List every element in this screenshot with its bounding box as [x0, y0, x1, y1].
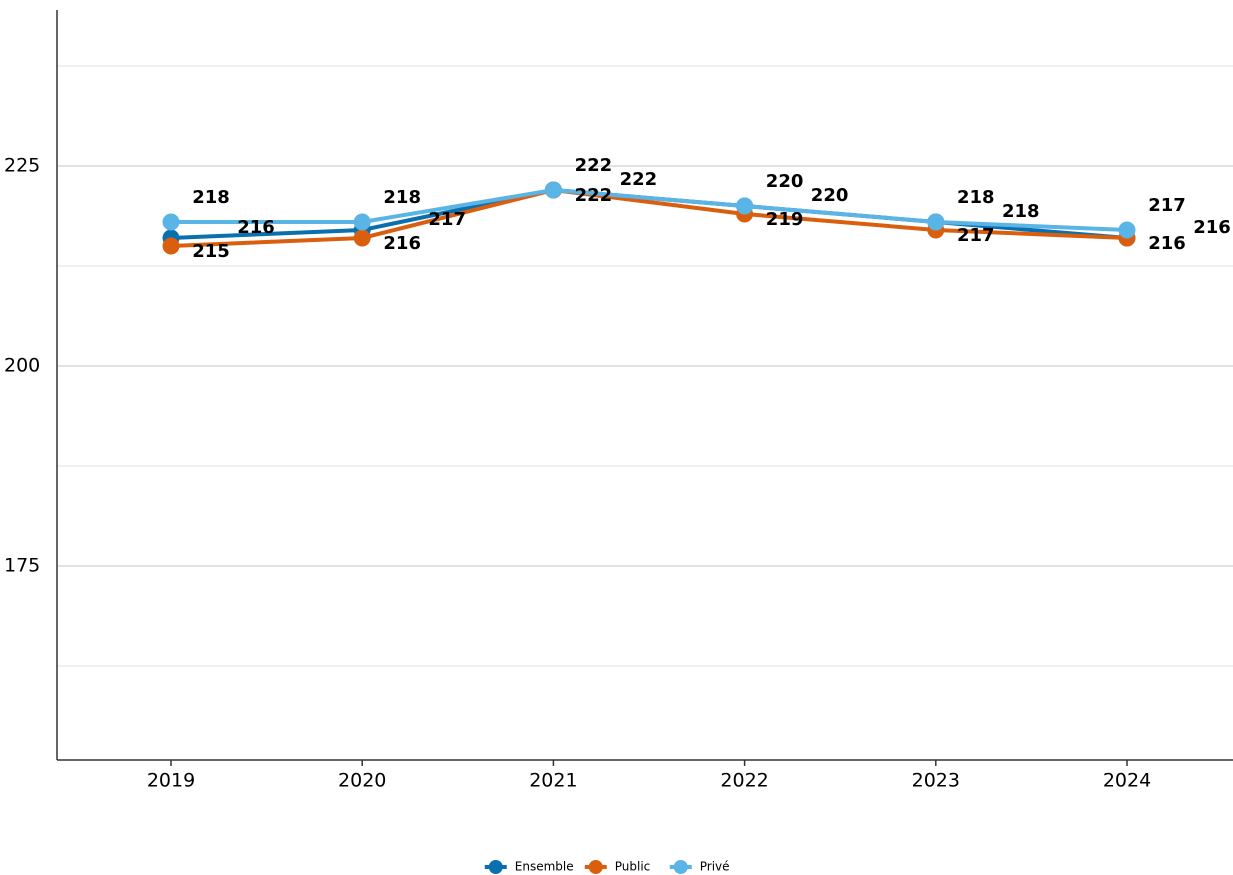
- data-label: 218: [383, 187, 421, 208]
- legend-key-dot: [588, 860, 603, 874]
- x-tick-label: 2023: [912, 770, 960, 792]
- data-label: 218: [957, 187, 995, 208]
- data-label: 222: [575, 155, 613, 176]
- data-label: 218: [1002, 201, 1040, 222]
- legend-key-dot: [673, 860, 688, 874]
- data-label: 222: [575, 185, 613, 206]
- x-tick-label: 2021: [529, 770, 577, 792]
- legend-label: Privé: [700, 860, 730, 874]
- y-tick-label: 200: [4, 355, 40, 377]
- point: [927, 213, 945, 231]
- data-label: 222: [620, 169, 658, 190]
- data-label: 217: [1148, 195, 1186, 216]
- data-label: 216: [383, 233, 421, 254]
- legend-label: Public: [615, 860, 651, 874]
- data-label: 217: [957, 225, 995, 246]
- point: [736, 197, 754, 215]
- legend-key-dot: [488, 860, 503, 874]
- data-label: 216: [1193, 217, 1231, 238]
- series-line: [170, 188, 1128, 248]
- series-line: [171, 188, 1128, 232]
- data-label: 219: [766, 209, 804, 230]
- x-tick-label: 2020: [338, 770, 386, 792]
- data-label: 216: [1148, 233, 1186, 254]
- point: [544, 181, 562, 199]
- y-tick-label: 225: [4, 155, 40, 177]
- x-tick-label: 2022: [720, 770, 768, 792]
- x-tick-label: 2019: [147, 770, 195, 792]
- legend-label: Ensemble: [515, 860, 574, 874]
- x-tick-label: 2024: [1103, 770, 1151, 792]
- data-label: 216: [237, 217, 275, 238]
- point: [162, 237, 180, 255]
- data-label: 220: [766, 171, 804, 192]
- point: [353, 213, 371, 231]
- data-label: 218: [192, 187, 230, 208]
- data-label: 215: [192, 241, 230, 262]
- point: [162, 213, 180, 231]
- point: [1118, 221, 1136, 239]
- data-label: 220: [811, 185, 849, 206]
- y-tick-label: 175: [4, 555, 40, 577]
- data-label: 217: [428, 209, 466, 230]
- point: [353, 229, 371, 247]
